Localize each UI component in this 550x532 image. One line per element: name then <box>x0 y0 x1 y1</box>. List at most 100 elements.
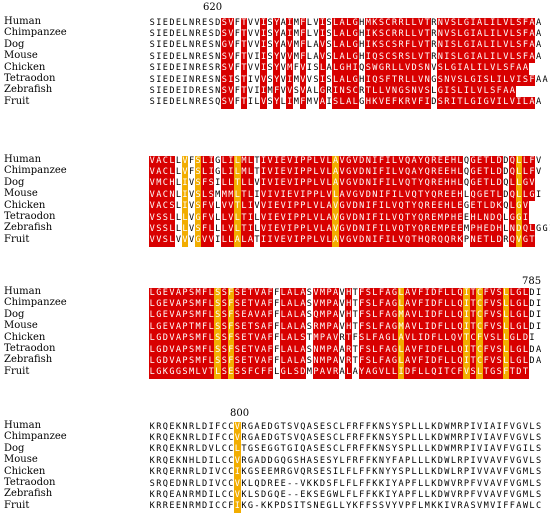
residue: I <box>391 189 398 202</box>
residue: V <box>509 478 515 489</box>
residue: A <box>299 321 307 334</box>
residue: E <box>279 167 287 179</box>
residue: E <box>260 467 267 478</box>
residue: E <box>260 444 267 455</box>
residue: V <box>227 85 235 98</box>
species-label: Tetraodon <box>4 72 56 84</box>
residue: V <box>227 97 235 109</box>
residue: T <box>423 29 431 41</box>
residue: R <box>175 467 182 478</box>
residue: G <box>528 189 536 202</box>
residue: P <box>325 310 333 322</box>
residue: N <box>182 444 188 455</box>
residue: A <box>476 17 483 29</box>
residue: E <box>319 433 326 443</box>
residue: Y <box>273 17 280 29</box>
residue: V <box>319 235 326 247</box>
residue: I <box>463 310 470 322</box>
residue: L <box>306 40 312 51</box>
residue: I <box>156 63 162 74</box>
residue: F <box>417 97 424 109</box>
residue: S <box>535 489 542 500</box>
residue: I <box>365 40 372 52</box>
residue: S <box>326 455 332 466</box>
residue: K <box>495 201 503 213</box>
residue: T <box>254 155 260 166</box>
residue: F <box>234 17 240 28</box>
residue: R <box>431 17 437 28</box>
residue: S <box>515 29 523 41</box>
residue: E <box>430 201 438 213</box>
residue: F <box>411 478 417 489</box>
residue: G <box>247 444 254 455</box>
residue: E <box>476 235 483 247</box>
residue: G <box>351 40 359 52</box>
residue: R <box>188 444 195 455</box>
residue: H <box>345 310 352 322</box>
residue: D <box>358 178 366 190</box>
residue: I <box>365 29 372 41</box>
residue: A <box>313 40 319 51</box>
residue: L <box>279 299 287 311</box>
residue: L <box>207 344 215 356</box>
residue: R <box>188 501 195 512</box>
residue: S <box>234 367 241 379</box>
residue: R <box>195 85 201 96</box>
residue: A <box>384 287 392 299</box>
residue: H <box>443 201 451 213</box>
residue: G <box>359 97 365 108</box>
residue: S <box>515 40 523 52</box>
residue: F <box>299 40 307 52</box>
residue: G <box>155 333 163 345</box>
residue: L <box>214 367 222 379</box>
sequence-residues: LGDVAPSMFLSSFSETVAFFLALASNMPAARTFSLFAGLA… <box>149 343 542 356</box>
residue: Q <box>404 167 411 179</box>
residue: L <box>397 355 405 368</box>
residue: S <box>149 17 155 28</box>
residue: A <box>528 97 536 109</box>
residue: P <box>325 299 333 311</box>
residue: F <box>266 310 274 322</box>
residue: Q <box>300 421 306 432</box>
residue: L <box>450 287 457 299</box>
residue: L <box>168 155 176 167</box>
residue: A <box>332 344 339 356</box>
residue: S <box>482 74 490 86</box>
residue: D <box>202 421 208 432</box>
residue: A <box>339 367 345 378</box>
residue: L <box>418 489 424 500</box>
residue: V <box>378 367 385 379</box>
residue: V <box>483 489 489 500</box>
residue: E <box>456 212 464 224</box>
residue: V <box>476 85 483 98</box>
residue: D <box>437 421 443 432</box>
residue: P <box>325 344 333 356</box>
residue: V <box>431 63 437 74</box>
residue: K <box>437 501 443 512</box>
residue: N <box>358 212 366 224</box>
residue: Q <box>417 201 424 213</box>
residue: I <box>351 63 359 75</box>
residue: L <box>410 17 418 29</box>
species-label: Chicken <box>4 465 46 477</box>
residue: V <box>410 310 418 322</box>
residue: L <box>391 333 398 345</box>
residue: L <box>319 201 326 213</box>
residue: S <box>378 74 385 86</box>
residue: P <box>405 421 411 432</box>
residue: V <box>489 355 496 368</box>
residue: S <box>535 433 542 443</box>
residue: Q <box>410 189 418 202</box>
residue: R <box>457 467 463 478</box>
residue: L <box>194 367 202 379</box>
residue: W <box>332 489 339 500</box>
residue: R <box>457 433 463 443</box>
residue: L <box>293 287 300 299</box>
residue: M <box>319 310 326 322</box>
residue: S <box>417 63 424 75</box>
residue: V <box>149 178 156 190</box>
residue: D <box>169 63 175 74</box>
residue: S <box>313 433 319 443</box>
residue: D <box>430 355 438 368</box>
residue: I <box>423 97 431 109</box>
